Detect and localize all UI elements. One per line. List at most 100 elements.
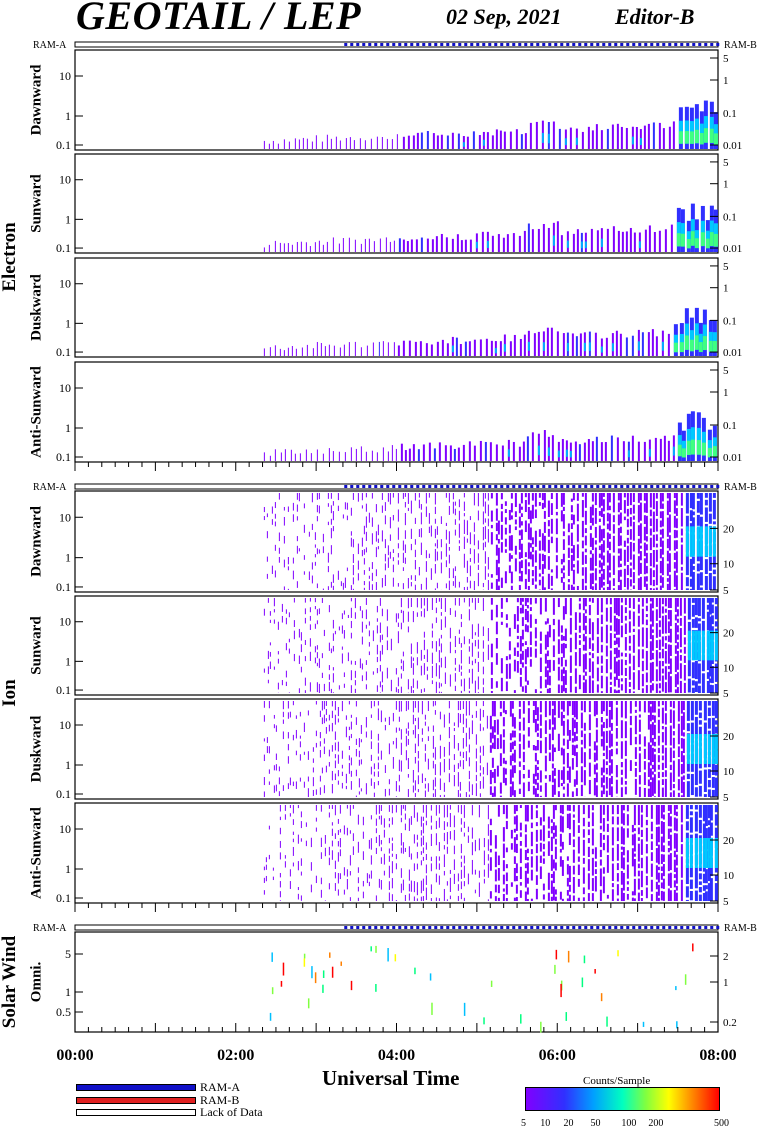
ion-anti-sunward-panel-bin: [421, 817, 422, 827]
electron-anti-sunward-panel-bin: [372, 451, 373, 461]
ion-duskward-panel-bin: [616, 708, 618, 726]
ion-dawnward-panel-bin: [609, 493, 611, 502]
ion-duskward-panel-bin: [492, 701, 494, 716]
ion-anti-sunward-panel-bin: [403, 842, 404, 854]
electron-dawnward-panel-bin: [289, 142, 290, 149]
ion-dawnward-panel-bin: [667, 518, 669, 537]
ion-anti-sunward-panel-bin: [311, 885, 312, 893]
ion-duskward-panel-bin: [399, 728, 400, 731]
ion-duskward-panel-bin: [418, 789, 419, 792]
ion-sunward-panel-bin: [455, 658, 456, 665]
ion-duskward-panel-bin: [537, 724, 539, 731]
ion-dawnward-panel-bin: [644, 543, 646, 557]
ion-dawnward-panel-bin: [662, 493, 664, 501]
ion-anti-sunward-panel-bin: [439, 856, 440, 860]
electron-ram-bar-segment: [494, 43, 497, 46]
ion-duskward-panel-bin: [635, 768, 637, 777]
ion-duskward-panel-bin: [681, 777, 683, 793]
ion-duskward-panel-bin: [422, 774, 423, 783]
ion-dawnward-panel-bin: [297, 536, 298, 541]
ion-duskward-panel-bin: [574, 701, 576, 717]
ion-dawnward-panel-bin: [317, 493, 318, 500]
ion-duskward-panel-bin-hot: [691, 734, 694, 764]
ion-sunward-panel-bin: [373, 630, 374, 641]
ion-dawnward-panel-bin: [563, 514, 565, 529]
ion-sunward-panel-bin: [646, 685, 648, 693]
ion-duskward-panel-bin: [480, 773, 481, 776]
ion-anti-sunward-panel-bin: [293, 805, 294, 813]
ion-sunward-panel-bin: [668, 636, 670, 642]
ion-dawnward-panel-bin: [620, 580, 622, 590]
electron-duskward-panel-bin-hot: [543, 342, 545, 351]
ion-duskward-panel-bin: [611, 786, 613, 797]
ion-dawnward-panel-bin: [275, 570, 276, 577]
ion-duskward-panel-bin: [406, 701, 407, 711]
ion-anti-sunward-panel-bin: [617, 863, 619, 870]
electron-ram-bar-segment: [632, 43, 635, 46]
ion-dawnward-panel-bin: [709, 514, 712, 524]
ion-duskward-panel-bin: [625, 759, 627, 779]
ion-duskward-panel-bin: [673, 731, 675, 735]
ion-anti-sunward-panel-bin: [280, 900, 281, 901]
ion-dawnward-panel-bin: [429, 527, 430, 533]
ion-anti-sunward-panel-bin: [527, 849, 529, 853]
ion-dawnward-panel-bin: [478, 565, 479, 570]
ion-sunward-panel-bin: [665, 643, 667, 649]
ion-anti-sunward-panel-bin: [516, 844, 518, 853]
ion-duskward-panel-bin: [552, 764, 554, 769]
ion-dawnward-panel-bin: [618, 585, 620, 590]
ion-sunward-panel-bin: [401, 610, 402, 613]
electron-sunward-panel-bin-peak: [695, 238, 699, 248]
ion-duskward-panel-bin: [329, 725, 330, 732]
ion-duskward-panel-bin: [514, 741, 516, 746]
ion-duskward-panel-bin: [699, 720, 702, 724]
ion-duskward-panel-bin: [704, 701, 707, 720]
ion-duskward-panel-bin: [463, 714, 464, 725]
ion-duskward-panel-bin: [293, 701, 294, 705]
ion-anti-sunward-panel-bin: [439, 898, 440, 901]
ion-duskward-panel-bin: [433, 701, 434, 706]
ion-duskward-panel-bin: [449, 701, 450, 708]
ion-ram-bar-segment: [680, 485, 683, 488]
ion-anti-sunward-panel-bin: [450, 805, 451, 810]
x-tick-label: 06:00: [539, 1047, 576, 1064]
ion-duskward-panel-bin: [572, 718, 574, 736]
solarwind-ram-bar-segment: [710, 926, 713, 929]
solarwind-omni-panel-bin: [431, 1003, 433, 1015]
electron-dawnward-panel-bin: [467, 137, 469, 149]
ion-duskward-panel-bin: [476, 734, 477, 744]
ion-ram-bar-segment: [560, 485, 563, 488]
electron-sunward-panel-bin: [306, 242, 307, 252]
solarwind-ram-bar-segment: [392, 926, 395, 929]
ion-anti-sunward-panel-bin: [488, 864, 489, 878]
ion-sunward-panel-bin: [589, 605, 591, 615]
solarwind-omni-panel-bin: [304, 958, 306, 966]
ion-duskward-panel-bin: [670, 725, 672, 745]
ion-dawnward-panel-bin: [585, 493, 587, 508]
ion-dawnward-panel-bin: [656, 534, 658, 541]
ion-dawnward-panel-bin: [435, 588, 436, 590]
ion-duskward-panel-bin: [408, 774, 409, 778]
ion-sunward-panel-ytick-label: 1: [65, 654, 71, 668]
ion-anti-sunward-panel-bin: [464, 805, 465, 818]
ion-duskward-panel-bin: [494, 786, 496, 796]
ion-dawnward-panel-bin: [459, 524, 460, 538]
ion-anti-sunward-panel-bin: [612, 805, 614, 814]
electron-sunward-panel-ytick-label-right: 5: [723, 157, 729, 169]
ion-anti-sunward-panel-bin: [332, 841, 333, 847]
ion-anti-sunward-panel-bin: [498, 885, 500, 893]
ion-dawnward-panel-bin: [312, 576, 313, 584]
ion-duskward-panel-bin: [418, 775, 419, 784]
ion-anti-sunward-panel-bin: [641, 815, 643, 828]
ion-duskward-panel-bin: [500, 783, 502, 794]
ion-dawnward-panel-bin: [542, 564, 544, 574]
electron-sunward-panel-bin: [671, 225, 673, 252]
ion-duskward-panel-bin: [322, 701, 323, 711]
ion-anti-sunward-panel-bin: [536, 830, 538, 842]
ion-anti-sunward-panel-bin: [634, 828, 636, 831]
ion-dawnward-panel-bin: [272, 506, 273, 513]
ion-sunward-panel-bin: [646, 614, 648, 617]
electron-dawnward-panel-bin: [278, 144, 279, 149]
electron-duskward-panel-bin: [656, 336, 658, 356]
ion-sunward-panel-bin: [445, 657, 446, 668]
